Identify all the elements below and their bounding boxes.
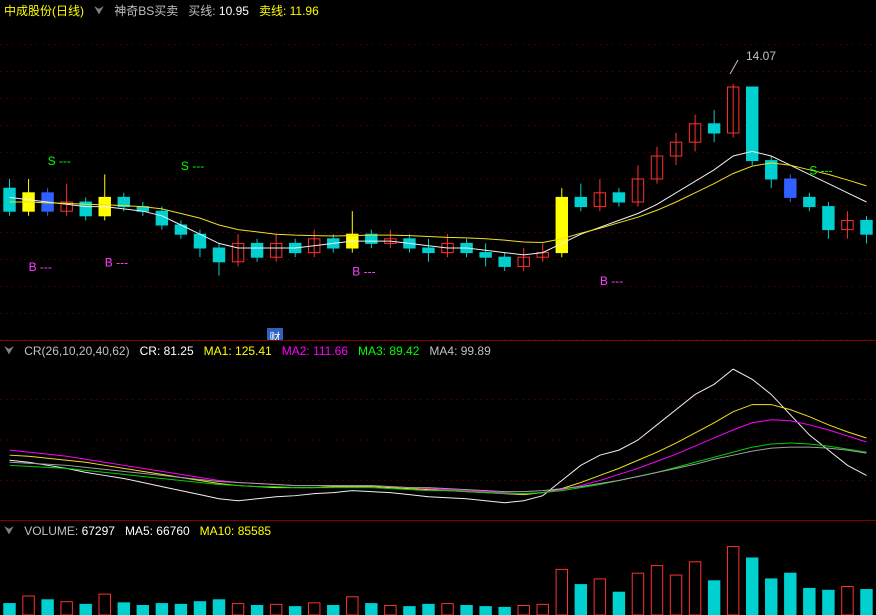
cr-header: ⮟ CR(26,10,20,40,62) CR: 81.25 MA1: 125.… [0, 341, 876, 360]
cr-value: 81.25 [164, 344, 194, 358]
volume-chart-svg[interactable] [0, 539, 876, 615]
main-chart-svg[interactable]: S --- S --- B --- B --- B --- B --- S --- 14.07… [0, 18, 876, 340]
ma4-label: MA4: [429, 344, 457, 358]
ma5-value: 66760 [156, 524, 189, 538]
ma4-value: 99.89 [461, 344, 491, 358]
main-candle-panel[interactable]: 中成股份(日线) ⮟ 神奇BS买卖 买线: 10.95 卖线: 11.96 S … [0, 0, 876, 340]
cr-panel[interactable]: ⮟ CR(26,10,20,40,62) CR: 81.25 MA1: 125.… [0, 340, 876, 520]
volume-header: ⮟ VOLUME: 67297 MA5: 66760 MA10: 85585 [0, 521, 876, 540]
ma10-value: 85585 [238, 524, 271, 538]
cr-label: CR: [140, 344, 161, 358]
svg-text:S ---: S --- [48, 154, 71, 168]
expand-icon[interactable]: ⮟ [4, 523, 14, 538]
cr-name: CR(26,10,20,40,62) [24, 344, 129, 358]
vol-name: VOLUME: [24, 524, 78, 538]
expand-icon[interactable]: ⮟ [94, 3, 104, 18]
svg-text:S ---: S --- [809, 163, 832, 177]
indicator-name: 神奇BS买卖 [114, 2, 178, 19]
ma2-value: 111.66 [313, 344, 348, 358]
ma10-label: MA10: [200, 524, 235, 538]
svg-text:B ---: B --- [105, 255, 128, 269]
svg-text:B ---: B --- [352, 265, 375, 279]
sell-label: 卖线: [259, 4, 286, 18]
ma1-label: MA1: [204, 344, 232, 358]
stock-name: 中成股份(日线) [4, 2, 84, 19]
ma5-label: MA5: [125, 524, 153, 538]
expand-icon[interactable]: ⮟ [4, 343, 14, 358]
buy-value: 10.95 [219, 4, 249, 18]
cr-chart-svg[interactable] [0, 359, 876, 521]
ma3-value: 89.42 [389, 344, 419, 358]
svg-text:14.07: 14.07 [746, 49, 776, 63]
svg-text:B ---: B --- [29, 260, 52, 274]
volume-panel[interactable]: ⮟ VOLUME: 67297 MA5: 66760 MA10: 85585 [0, 520, 876, 614]
ma3-label: MA3: [358, 344, 386, 358]
buy-label: 买线: [188, 4, 215, 18]
svg-text:S ---: S --- [181, 159, 204, 173]
svg-text:财: 财 [270, 330, 281, 340]
ma2-label: MA2: [282, 344, 310, 358]
sell-value: 11.96 [290, 4, 319, 18]
ma1-value: 125.41 [235, 344, 272, 358]
vol-value: 67297 [82, 524, 115, 538]
svg-text:B ---: B --- [600, 274, 623, 288]
